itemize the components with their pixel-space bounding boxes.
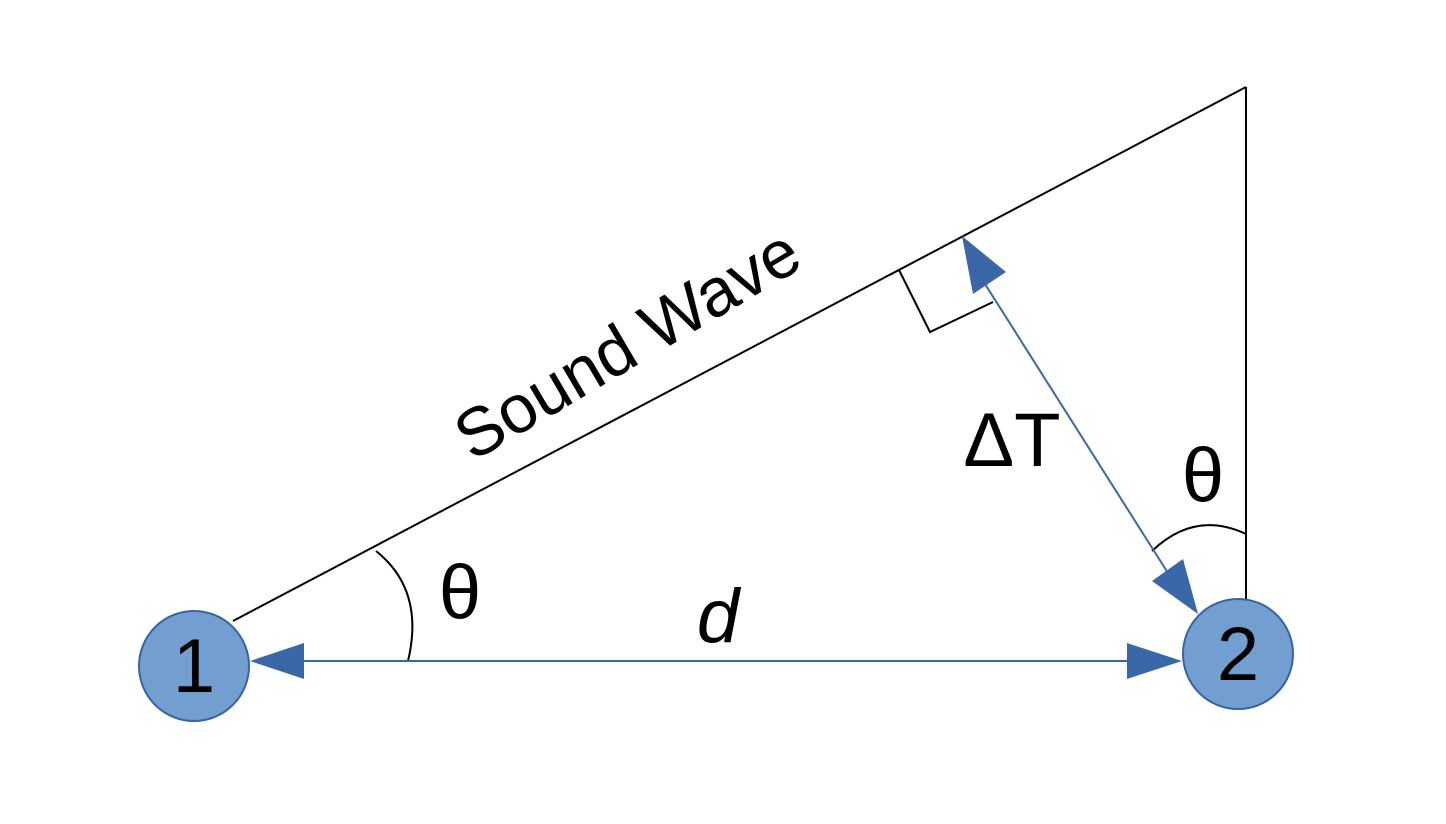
node-1-label: 1	[173, 624, 215, 709]
theta-right-label: θ	[1182, 433, 1224, 518]
distance-label: d	[697, 574, 742, 659]
node-1	[138, 610, 250, 722]
theta-arc-left	[375, 550, 414, 662]
delta-t-arrowhead-bottom	[1152, 559, 1198, 614]
distance-arrowhead-right	[1127, 643, 1182, 679]
distance-arrowhead-left	[250, 643, 304, 679]
theta-left-label: θ	[439, 550, 481, 635]
node-2	[1182, 598, 1294, 710]
sound-wave-line	[232, 86, 1247, 622]
delta-t-arrow-line	[984, 283, 1181, 593]
delta-t-arrowhead-top	[962, 236, 1006, 294]
delta-t-label: ΔT	[963, 398, 1060, 483]
theta-arc-right	[1151, 524, 1247, 552]
node-2-label: 2	[1217, 612, 1259, 697]
right-angle-marker	[898, 269, 994, 334]
